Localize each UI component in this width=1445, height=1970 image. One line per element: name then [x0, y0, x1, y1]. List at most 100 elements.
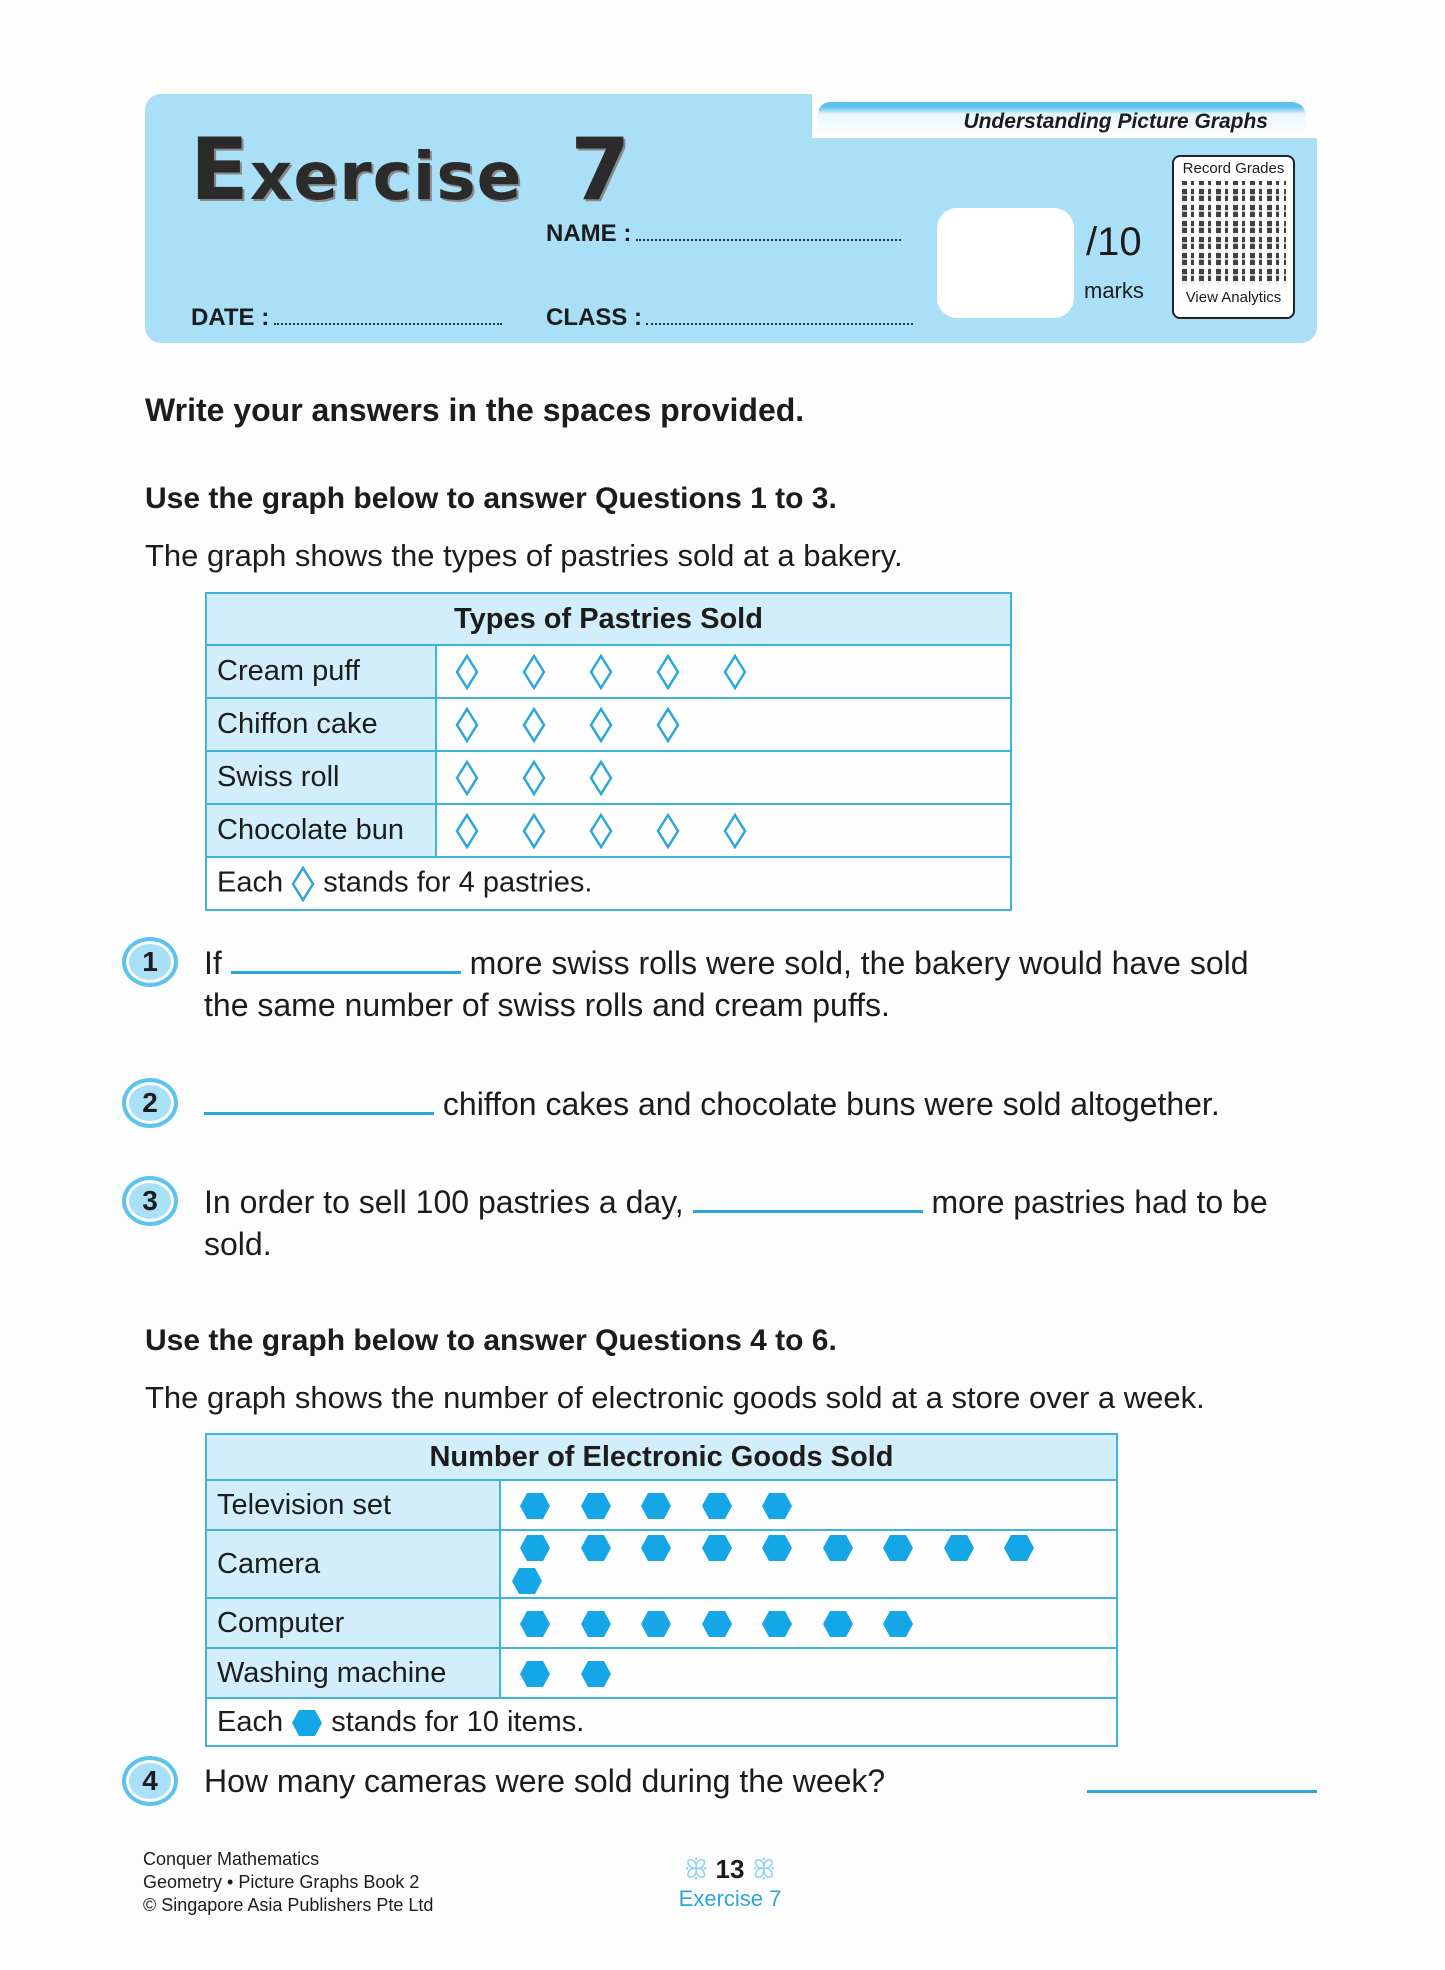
answer-blank-4[interactable] — [1087, 1775, 1317, 1793]
category-label: Computer — [205, 1597, 501, 1649]
question-number: 4 — [122, 1756, 178, 1806]
question-1: If more swiss rolls were sold, the baker… — [204, 945, 1249, 1023]
category-label: Swiss roll — [205, 750, 437, 805]
symbol-row — [435, 750, 1012, 805]
symbol-row — [499, 1647, 1118, 1699]
diamond-icon — [656, 812, 680, 849]
class-input-line[interactable] — [646, 307, 914, 325]
hexagon-icon — [641, 1535, 671, 1562]
question-number: 1 — [122, 937, 178, 987]
answer-blank-1[interactable] — [230, 971, 461, 974]
qr-code[interactable]: Record Grades View Analytics — [1172, 155, 1295, 319]
diamond-icon — [522, 812, 546, 849]
category-label: Washing machine — [205, 1647, 501, 1699]
hexagon-icon — [292, 1709, 323, 1736]
exercise-title: Exercise 7 — [190, 120, 632, 220]
class-field[interactable]: CLASS : — [546, 304, 914, 332]
symbol-row — [435, 697, 1012, 752]
diamond-icon — [291, 865, 315, 902]
section1-heading: Use the graph below to answer Questions … — [145, 482, 837, 515]
date-field[interactable]: DATE : — [191, 304, 502, 332]
question-number: 3 — [122, 1176, 178, 1226]
diamond-icon — [455, 653, 479, 690]
category-label: Chiffon cake — [205, 697, 437, 752]
hexagon-icon — [641, 1610, 671, 1637]
diamond-icon — [589, 759, 613, 796]
diamond-icon — [589, 653, 613, 690]
page-number-block: ꕥ 13 ꕥ Exercise 7 — [660, 1854, 800, 1912]
page-number: 13 — [715, 1854, 745, 1884]
answer-blank-3[interactable] — [692, 1210, 923, 1213]
hexagon-icon — [762, 1535, 792, 1562]
name-field[interactable]: NAME : — [546, 220, 901, 248]
diamond-icon — [455, 812, 479, 849]
qr-bottom-label: View Analytics — [1185, 289, 1282, 306]
diamond-icon — [656, 653, 680, 690]
symbol-row — [499, 1479, 1118, 1531]
score-total: /10 — [1086, 220, 1142, 264]
category-label: Camera — [205, 1529, 501, 1599]
diamond-icon — [723, 812, 747, 849]
hexagon-icon — [512, 1568, 542, 1595]
question-number: 2 — [122, 1078, 178, 1128]
hexagon-icon — [943, 1535, 974, 1562]
footer-credits: Conquer Mathematics Geometry • Picture G… — [143, 1849, 434, 1915]
hexagon-icon — [580, 1660, 611, 1687]
qr-code-icon — [1181, 181, 1286, 285]
hexagon-icon — [580, 1492, 611, 1519]
hexagon-icon — [762, 1492, 792, 1519]
symbol-row — [499, 1529, 1118, 1599]
hexagon-icon — [1004, 1535, 1034, 1562]
symbol-row — [499, 1597, 1118, 1649]
section1-description: The graph shows the types of pastries so… — [145, 538, 903, 573]
graph-key: Each stands for 10 items. — [205, 1697, 1118, 1747]
question-4: How many cameras were sold during the we… — [204, 1763, 886, 1799]
graph-title: Types of Pastries Sold — [205, 592, 1012, 646]
hexagon-icon — [762, 1610, 792, 1637]
hexagon-icon — [520, 1660, 550, 1687]
category-label: Television set — [205, 1479, 501, 1531]
question-3: In order to sell 100 pastries a day, mor… — [204, 1184, 1268, 1262]
score-box[interactable] — [937, 208, 1074, 318]
hexagon-icon — [520, 1610, 550, 1637]
footer-exercise: Exercise 7 — [678, 1886, 782, 1911]
hexagon-icon — [520, 1492, 550, 1519]
hexagon-icon — [822, 1610, 853, 1637]
hexagon-icon — [520, 1535, 550, 1562]
hexagon-icon — [883, 1610, 913, 1637]
hexagon-icon — [701, 1610, 732, 1637]
diamond-icon — [723, 653, 747, 690]
diamond-icon — [522, 759, 546, 796]
diamond-icon — [522, 706, 546, 743]
section2-heading: Use the graph below to answer Questions … — [145, 1324, 837, 1357]
hexagon-icon — [641, 1492, 671, 1519]
graph-title: Number of Electronic Goods Sold — [205, 1433, 1118, 1481]
name-input-line[interactable] — [635, 223, 901, 241]
hexagon-icon — [291, 1706, 323, 1738]
question-2: chiffon cakes and chocolate buns were so… — [204, 1083, 1220, 1125]
hexagon-icon — [701, 1492, 732, 1519]
right-ornament-icon: ꕥ — [751, 1854, 776, 1884]
hexagon-icon — [580, 1535, 611, 1562]
date-input-line[interactable] — [273, 307, 502, 325]
diamond-icon — [455, 759, 479, 796]
hexagon-icon — [822, 1535, 853, 1562]
left-ornament-icon: ꕥ — [684, 1854, 709, 1884]
diamond-icon — [656, 706, 680, 743]
pastries-picture-graph: Types of Pastries Sold Cream puff Chiffo… — [205, 592, 1012, 911]
qr-top-label: Record Grades — [1182, 160, 1285, 177]
diamond-icon — [589, 812, 613, 849]
symbol-row — [435, 803, 1012, 858]
hexagon-icon — [701, 1535, 732, 1562]
diamond-icon — [522, 653, 546, 690]
category-label: Cream puff — [205, 644, 437, 699]
hexagon-icon — [883, 1535, 913, 1562]
hexagon-icon — [580, 1610, 611, 1637]
electronics-picture-graph: Number of Electronic Goods Sold Televisi… — [205, 1433, 1118, 1747]
marks-label: marks — [1084, 278, 1144, 303]
topic-tab: Understanding Picture Graphs — [818, 102, 1306, 136]
diamond-icon — [291, 865, 315, 902]
symbol-row — [435, 644, 1012, 699]
instructions: Write your answers in the spaces provide… — [145, 392, 805, 428]
answer-blank-2[interactable] — [204, 1112, 434, 1115]
